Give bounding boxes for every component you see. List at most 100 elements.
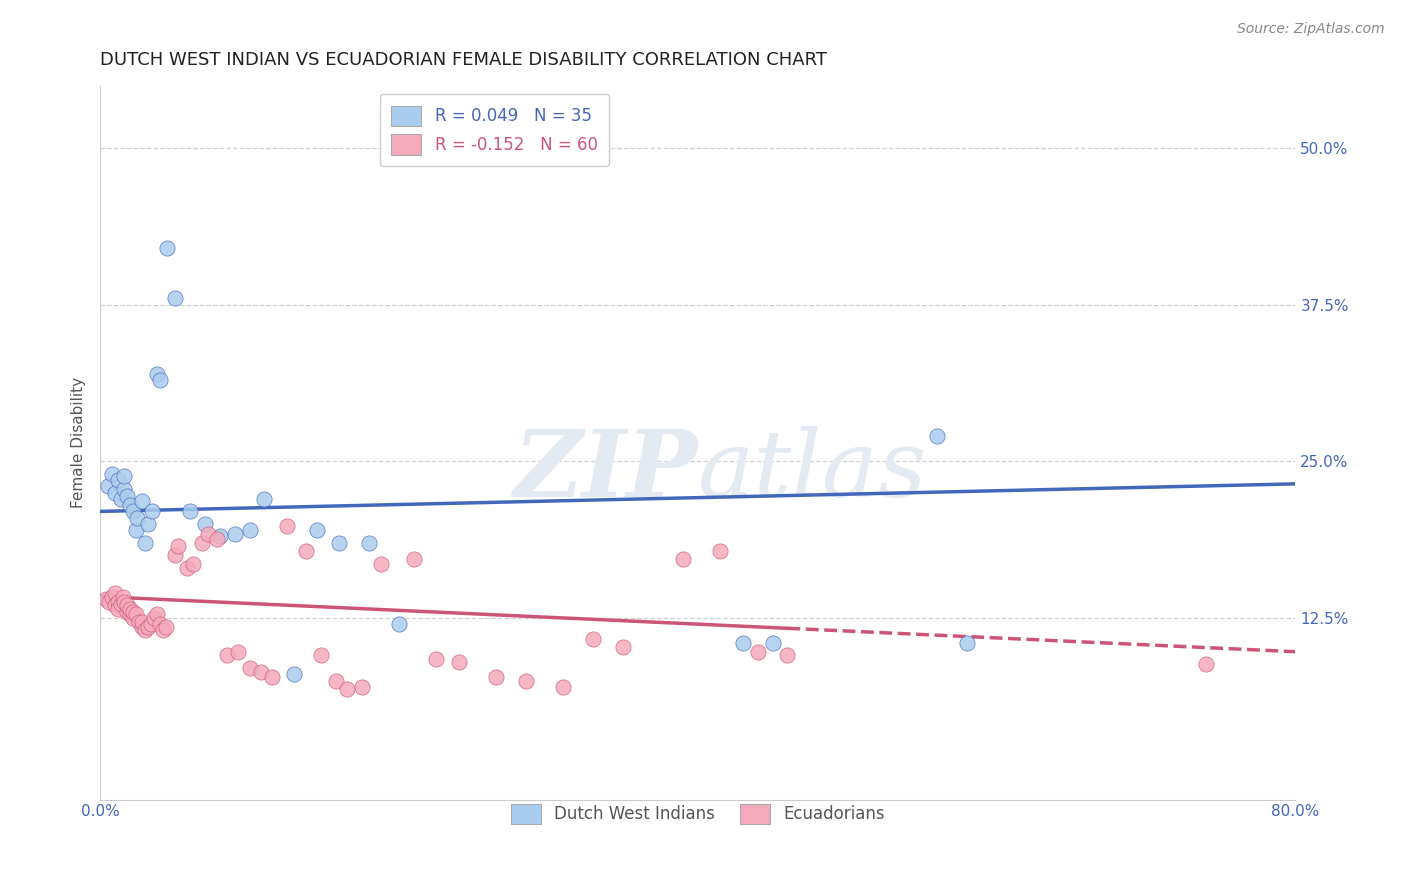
- Point: [197, 527, 219, 541]
- Point: [128, 615, 150, 629]
- Point: [152, 624, 174, 638]
- Point: [142, 611, 165, 625]
- Point: [276, 519, 298, 533]
- Point: [747, 645, 769, 659]
- Point: [111, 590, 134, 604]
- Point: [761, 636, 783, 650]
- Point: [101, 590, 124, 604]
- Point: [224, 527, 246, 541]
- Point: [122, 611, 145, 625]
- Point: [146, 367, 169, 381]
- Point: [956, 636, 979, 650]
- Point: [94, 592, 117, 607]
- Point: [359, 535, 381, 549]
- Point: [238, 661, 260, 675]
- Point: [104, 599, 127, 613]
- Point: [118, 607, 141, 621]
- Text: Source: ZipAtlas.com: Source: ZipAtlas.com: [1237, 22, 1385, 37]
- Point: [179, 504, 201, 518]
- Point: [515, 673, 537, 688]
- Text: atlas: atlas: [697, 426, 928, 516]
- Point: [101, 467, 124, 481]
- Point: [97, 479, 120, 493]
- Point: [107, 602, 129, 616]
- Point: [582, 632, 605, 647]
- Point: [141, 504, 163, 518]
- Point: [136, 516, 159, 531]
- Point: [325, 673, 347, 688]
- Point: [388, 617, 411, 632]
- Point: [118, 498, 141, 512]
- Legend: Dutch West Indians, Ecuadorians: Dutch West Indians, Ecuadorians: [501, 794, 894, 834]
- Point: [425, 652, 447, 666]
- Point: [166, 540, 188, 554]
- Point: [250, 665, 273, 679]
- Point: [226, 645, 249, 659]
- Point: [283, 667, 305, 681]
- Point: [112, 469, 135, 483]
- Point: [295, 544, 318, 558]
- Point: [104, 485, 127, 500]
- Point: [163, 548, 186, 562]
- Point: [181, 557, 204, 571]
- Point: [125, 607, 148, 621]
- Point: [305, 523, 328, 537]
- Point: [253, 491, 276, 506]
- Point: [134, 535, 156, 549]
- Point: [328, 535, 350, 549]
- Point: [1195, 657, 1218, 672]
- Point: [118, 602, 141, 616]
- Point: [336, 682, 359, 697]
- Point: [176, 561, 198, 575]
- Text: ZIP: ZIP: [513, 426, 697, 516]
- Point: [260, 670, 283, 684]
- Point: [104, 586, 127, 600]
- Point: [110, 597, 132, 611]
- Point: [122, 504, 145, 518]
- Point: [107, 473, 129, 487]
- Point: [115, 489, 138, 503]
- Point: [350, 680, 373, 694]
- Text: DUTCH WEST INDIAN VS ECUADORIAN FEMALE DISABILITY CORRELATION CHART: DUTCH WEST INDIAN VS ECUADORIAN FEMALE D…: [100, 51, 827, 69]
- Point: [709, 544, 731, 558]
- Point: [136, 620, 159, 634]
- Point: [125, 523, 148, 537]
- Point: [131, 494, 153, 508]
- Point: [112, 594, 135, 608]
- Point: [731, 636, 754, 650]
- Point: [776, 648, 799, 663]
- Point: [402, 552, 425, 566]
- Point: [131, 620, 153, 634]
- Point: [370, 557, 392, 571]
- Point: [155, 620, 177, 634]
- Point: [309, 648, 332, 663]
- Point: [107, 594, 129, 608]
- Point: [208, 529, 231, 543]
- Point: [115, 599, 138, 613]
- Point: [205, 532, 228, 546]
- Point: [98, 594, 121, 608]
- Point: [122, 605, 145, 619]
- Point: [925, 429, 948, 443]
- Point: [194, 516, 217, 531]
- Point: [217, 648, 239, 663]
- Point: [112, 482, 135, 496]
- Point: [149, 617, 172, 632]
- Point: [139, 617, 162, 632]
- Point: [110, 491, 132, 506]
- Point: [149, 373, 172, 387]
- Point: [485, 670, 508, 684]
- Point: [612, 640, 634, 654]
- Point: [115, 605, 138, 619]
- Point: [163, 292, 186, 306]
- Point: [127, 510, 149, 524]
- Point: [156, 241, 179, 255]
- Y-axis label: Female Disability: Female Disability: [72, 377, 86, 508]
- Point: [238, 523, 260, 537]
- Point: [447, 655, 470, 669]
- Point: [190, 535, 212, 549]
- Point: [131, 615, 153, 629]
- Point: [146, 607, 169, 621]
- Point: [672, 552, 695, 566]
- Point: [553, 680, 575, 694]
